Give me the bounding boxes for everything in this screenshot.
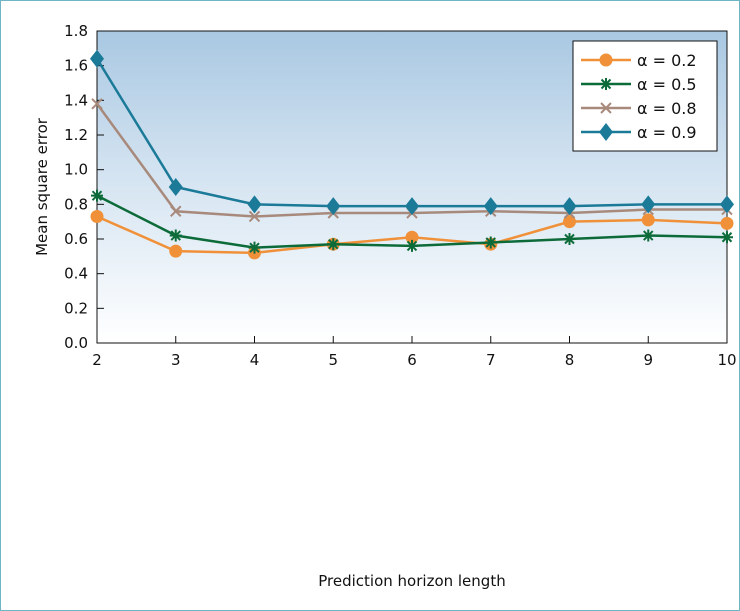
legend-entry: α = 0.9: [581, 123, 697, 142]
x-tick-label: 9: [643, 351, 653, 369]
y-tick-label: 1.8: [64, 22, 88, 40]
x-tick-label: 3: [171, 351, 181, 369]
legend-label: α = 0.9: [637, 123, 697, 142]
legend-entry: α = 0.5: [581, 75, 697, 94]
legend-label: α = 0.5: [637, 75, 697, 94]
legend-swatch-marker: [600, 102, 612, 114]
data-point: [326, 197, 341, 216]
data-point: [405, 197, 419, 216]
data-point: [563, 215, 576, 229]
x-tick-label: 10: [717, 351, 736, 369]
legend-swatch-marker: [600, 78, 612, 90]
series-2: [91, 189, 733, 254]
data-point: [562, 197, 577, 216]
data-point: [405, 230, 419, 244]
data-point: [91, 98, 103, 110]
data-point: [563, 233, 576, 245]
legend-entry: α = 0.8: [581, 99, 697, 118]
data-point: [483, 197, 498, 216]
data-point: [168, 178, 183, 196]
x-tick-label: 6: [407, 351, 417, 369]
data-point: [720, 216, 734, 230]
x-tick-label: 5: [328, 351, 338, 369]
series-layer: [90, 49, 734, 260]
data-point: [170, 205, 182, 217]
x-tick-label: 7: [486, 351, 496, 369]
y-tick-label: 0.0: [64, 334, 88, 352]
data-point: [169, 229, 182, 242]
data-point: [247, 195, 262, 214]
data-point: [484, 236, 497, 249]
x-tick-label: 8: [565, 351, 575, 369]
data-point: [721, 231, 733, 244]
data-point: [248, 210, 261, 223]
y-tick-label: 1.2: [64, 126, 88, 144]
x-tick-label: 4: [250, 351, 260, 369]
data-point: [248, 241, 261, 254]
y-tick-label: 1.4: [64, 91, 88, 109]
y-axis-title: Mean square error: [33, 117, 51, 256]
legend-label: α = 0.2: [637, 51, 697, 70]
series-4: [90, 49, 734, 216]
data-point: [641, 213, 655, 227]
data-point: [90, 49, 104, 68]
data-point: [406, 239, 418, 252]
x-axis-title: Prediction horizon length: [318, 572, 505, 590]
y-tick-label: 0.8: [64, 195, 88, 213]
y-tick-label: 0.2: [64, 299, 88, 317]
data-point: [90, 209, 104, 223]
legend-entry: α = 0.2: [581, 51, 697, 70]
y-tick-label: 1.0: [64, 161, 88, 179]
data-point: [641, 195, 656, 214]
legend-swatch-marker: [599, 123, 613, 141]
y-tick-label: 0.4: [64, 265, 88, 283]
x-tick-label: 2: [92, 351, 102, 369]
y-tick-label: 1.6: [64, 57, 88, 75]
data-point: [169, 244, 183, 258]
data-point: [327, 238, 340, 251]
data-point: [720, 195, 734, 214]
y-tick-label: 0.6: [64, 230, 88, 248]
legend-swatch-marker: [599, 53, 613, 67]
data-point: [91, 189, 103, 202]
data-point: [642, 229, 655, 242]
axes: 0.0 0.2 0.4 0.6 0.8 1.0 1.2 1.4 1.6 1.8 2 3 4 5 6 7 8 9 10: [64, 22, 736, 369]
legend: α = 0.2 α = 0.5 α = 0.8 α = 0.9: [572, 40, 718, 152]
legend-label: α = 0.8: [637, 99, 697, 118]
